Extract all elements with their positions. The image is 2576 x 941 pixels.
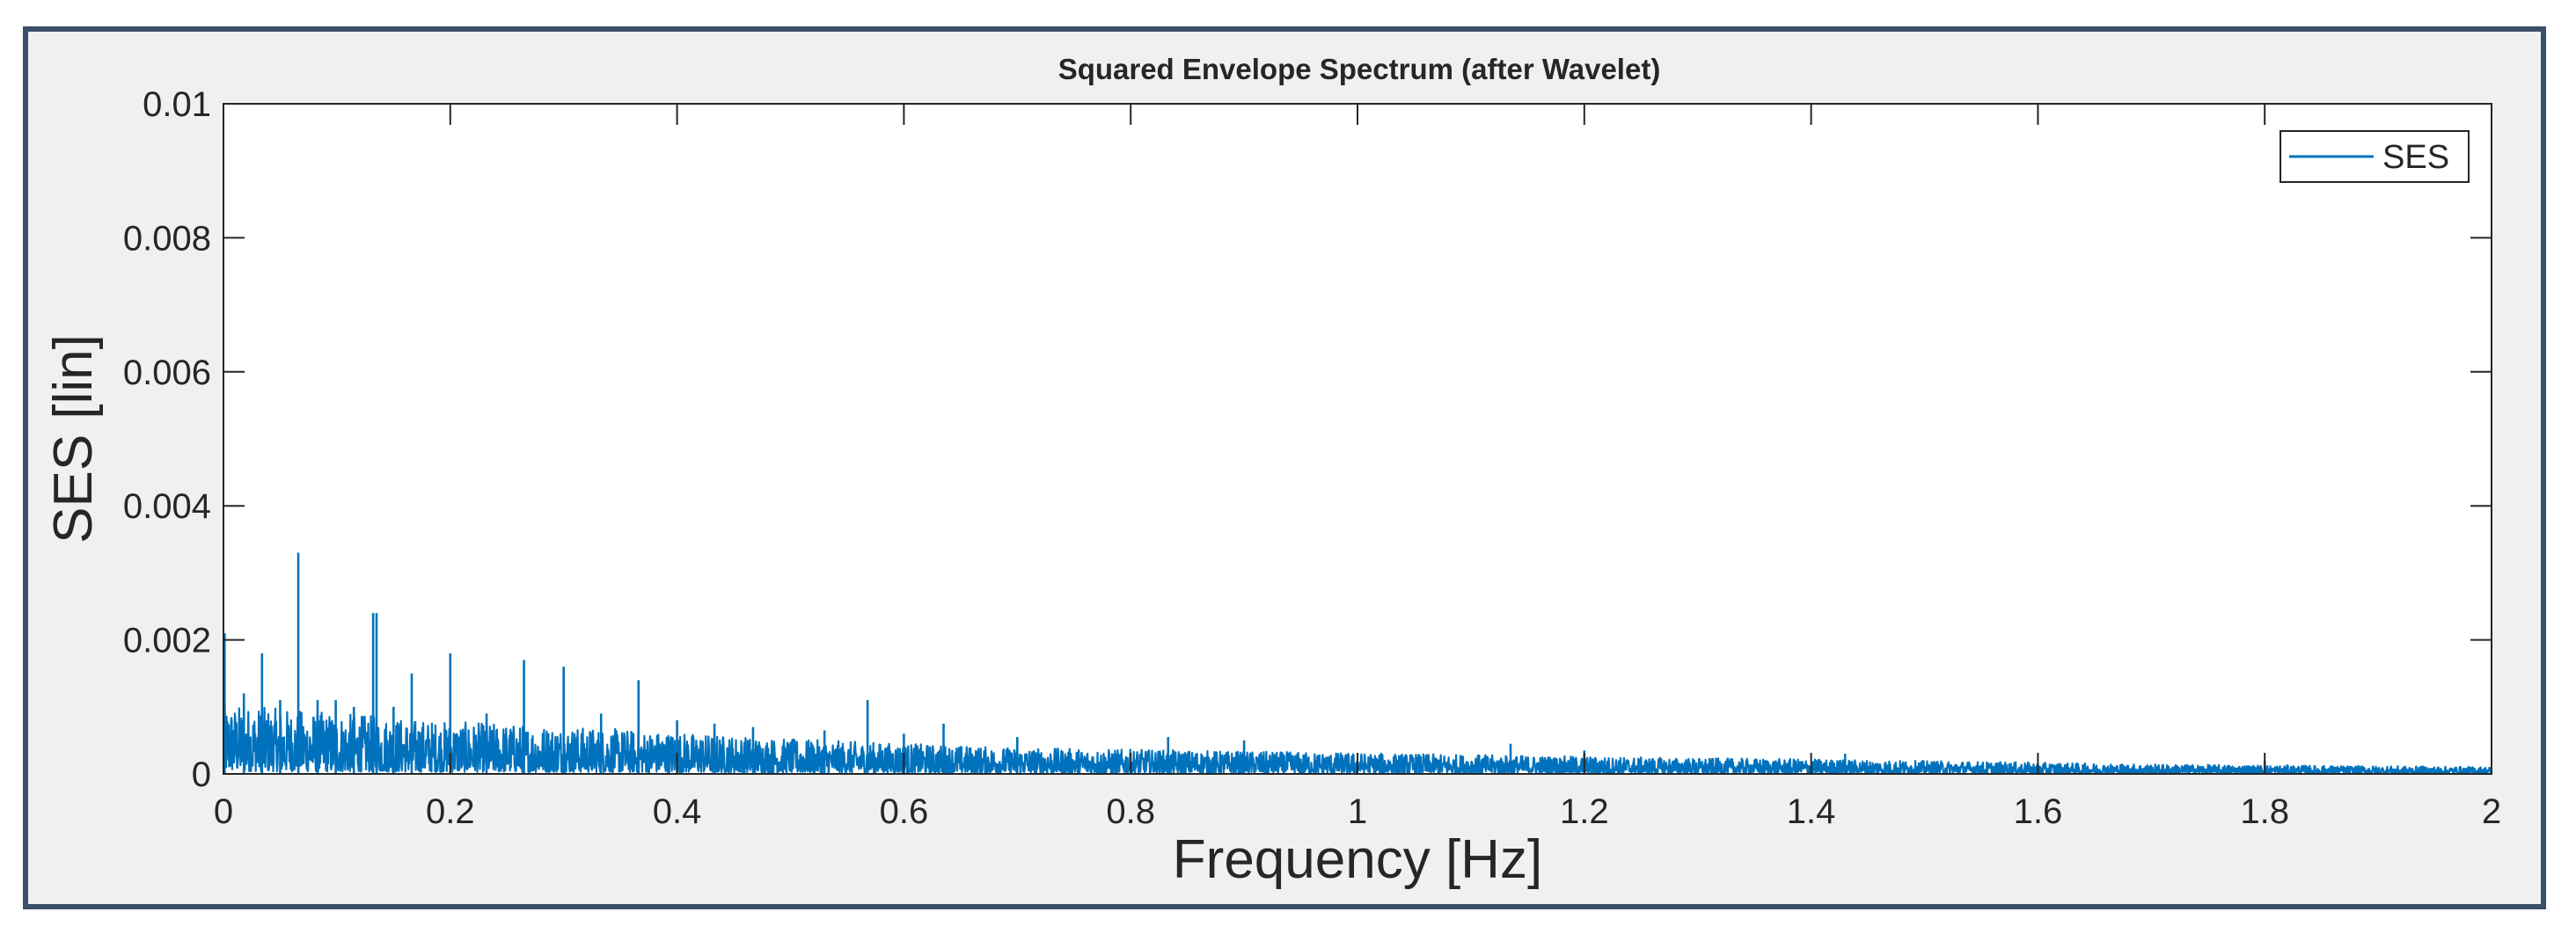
x-tick-label: 1.4 xyxy=(1787,792,1836,831)
x-axis-label: Frequency [Hz] xyxy=(1173,829,1542,890)
chart-svg: Squared Envelope Spectrum (after Wavelet… xyxy=(43,53,2501,890)
x-tick-label: 1.2 xyxy=(1560,792,1609,831)
legend-label: SES xyxy=(2382,139,2449,176)
plot-area xyxy=(223,104,2492,774)
x-tick-label: 1.6 xyxy=(2014,792,2063,831)
y-tick-label: 0.002 xyxy=(123,622,211,660)
figure-frame: Squared Envelope Spectrum (after Wavelet… xyxy=(23,26,2546,909)
y-tick-label: 0.01 xyxy=(143,85,211,124)
y-tick-label: 0.006 xyxy=(123,354,211,392)
x-tick-label: 0.4 xyxy=(653,792,702,831)
x-tick-label: 1 xyxy=(1348,792,1367,831)
ticks-layer: 0 0.2 0.4 0.6 0.8 1 1.2 1.4 1.6 1.8 2 0 0.002 0.004 0.… xyxy=(123,85,2501,831)
legend[interactable]: SES xyxy=(2280,130,2470,183)
y-tick-label: 0.004 xyxy=(123,487,211,526)
chart-title: Squared Envelope Spectrum (after Wavelet… xyxy=(1058,53,1661,85)
x-tick-label: 0.6 xyxy=(880,792,929,831)
y-tick-label: 0.008 xyxy=(123,219,211,258)
x-tick-label: 0.8 xyxy=(1106,792,1155,831)
y-axis-label: SES [lin] xyxy=(43,334,104,543)
x-tick-label: 0 xyxy=(214,792,233,831)
x-tick-label: 0.2 xyxy=(426,792,475,831)
x-tick-label: 1.8 xyxy=(2240,792,2289,831)
x-tick-label: 2 xyxy=(2482,792,2501,831)
y-tick-label: 0 xyxy=(192,755,211,794)
